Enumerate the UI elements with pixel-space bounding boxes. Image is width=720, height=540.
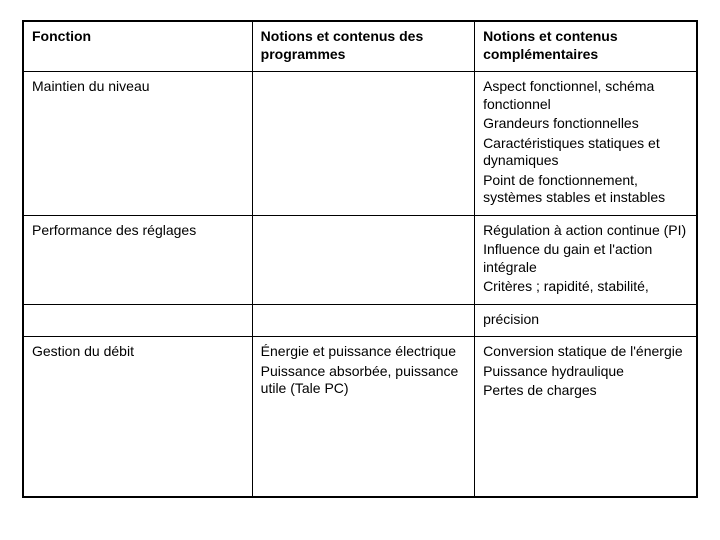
text-line: Énergie et puissance électrique [261, 343, 466, 361]
table-row: Gestion du débit Énergie et puissance él… [23, 337, 697, 498]
col-header-fonction: Fonction [23, 21, 252, 72]
cell-complementaires: Aspect fonctionnel, schéma fonctionnel G… [475, 72, 697, 216]
cell-empty [252, 304, 474, 337]
cell-complementaires: Conversion statique de l'énergie Puissan… [475, 337, 697, 498]
cell-programmes [252, 215, 474, 304]
col-header-programmes: Notions et contenus des programmes [252, 21, 474, 72]
cell-precision: précision [475, 304, 697, 337]
text-line: Conversion statique de l'énergie [483, 343, 688, 361]
cell-fonction: Gestion du débit [23, 337, 252, 498]
text-line: Puissance absorbée, puissance utile (Tal… [261, 363, 466, 398]
text-line: Aspect fonctionnel, schéma fonctionnel [483, 78, 688, 113]
text-line: Pertes de charges [483, 382, 688, 400]
text-line: Critères ; rapidité, stabilité, [483, 278, 688, 296]
page: Fonction Notions et contenus des program… [0, 0, 720, 540]
table-row: Performance des réglages Régulation à ac… [23, 215, 697, 304]
text-line: Régulation à action continue (PI) [483, 222, 688, 240]
text-line: Influence du gain et l'action intégrale [483, 241, 688, 276]
table-row: Maintien du niveau Aspect fonctionnel, s… [23, 72, 697, 216]
text-line: Caractéristiques statiques et dynamiques [483, 135, 688, 170]
table-row-precision: précision [23, 304, 697, 337]
cell-programmes [252, 72, 474, 216]
text-line: Grandeurs fonctionnelles [483, 115, 688, 133]
cell-complementaires: Régulation à action continue (PI) Influe… [475, 215, 697, 304]
col-header-complementaires: Notions et contenus complémentaires [475, 21, 697, 72]
text-line: Point de fonctionnement, systèmes stable… [483, 172, 688, 207]
text-line: Puissance hydraulique [483, 363, 688, 381]
cell-fonction: Maintien du niveau [23, 72, 252, 216]
main-table: Fonction Notions et contenus des program… [22, 20, 698, 498]
cell-programmes: Énergie et puissance électrique Puissanc… [252, 337, 474, 498]
cell-empty [23, 304, 252, 337]
table-header-row: Fonction Notions et contenus des program… [23, 21, 697, 72]
cell-fonction: Performance des réglages [23, 215, 252, 304]
